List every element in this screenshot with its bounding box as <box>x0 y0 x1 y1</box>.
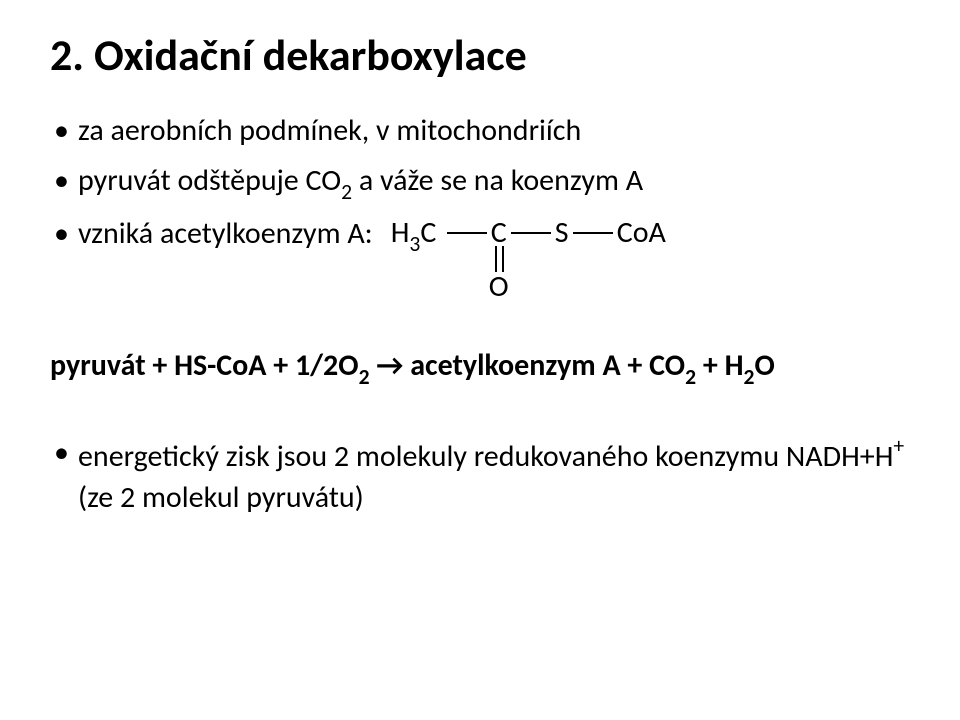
bullet-text: za aerobních podmínek, v mitochondriích <box>78 112 581 149</box>
page-title: 2. Oxidační dekarboxylace <box>50 30 910 81</box>
list-item: vzniká acetylkoenzym A: H3C C S CoA <box>50 214 910 302</box>
atom-label: S <box>555 218 569 248</box>
bullet-list-1: za aerobních podmínek, v mitochondriích … <box>50 111 910 303</box>
reaction-text: acetylkoenzym A + CO <box>410 347 685 384</box>
bullet-list-2: energetický zisk jsou 2 molekuly redukov… <box>50 433 910 518</box>
reaction-arrow: → <box>370 347 411 384</box>
bond-line <box>511 232 551 234</box>
subscript: 2 <box>744 363 755 390</box>
atom-label: C <box>491 218 507 248</box>
atom-label: H3C <box>391 218 437 253</box>
chemical-structure: H3C C S CoA <box>391 214 671 302</box>
bullet-text: vzniká acetylkoenzym A: <box>78 214 391 255</box>
list-item: energetický zisk jsou 2 molekuly redukov… <box>50 433 910 518</box>
bullet-text: (ze 2 molekul pyruvátu) <box>78 479 364 516</box>
atom-label: O <box>489 272 509 302</box>
formula-row: vzniká acetylkoenzym A: H3C C S CoA <box>78 214 910 302</box>
bullet-text: energetický zisk jsou 2 molekuly redukov… <box>78 438 893 475</box>
atom-label: CoA <box>617 218 666 248</box>
bond-line <box>447 232 487 234</box>
subscript: 2 <box>685 363 696 390</box>
subscript: 2 <box>341 178 352 205</box>
reaction-text: + H <box>696 347 743 384</box>
reaction-text: pyruvát + HS-CoA + 1/2O <box>50 347 359 384</box>
reaction-text: O <box>754 347 774 384</box>
bond-line <box>573 232 613 234</box>
list-item: za aerobních podmínek, v mitochondriích <box>50 111 910 152</box>
bullet-text: pyruvát odštěpuje CO <box>78 162 341 199</box>
subscript: 2 <box>359 363 370 390</box>
slide: 2. Oxidační dekarboxylace za aerobních p… <box>0 0 960 720</box>
superscript: + <box>893 432 904 459</box>
list-item: pyruvát odštěpuje CO2 a váže se na koenz… <box>50 161 910 204</box>
reaction-equation: pyruvát + HS-CoA + 1/2O2 → acetylkoenzym… <box>50 346 910 389</box>
bullet-text: a váže se na koenzym A <box>352 162 643 199</box>
